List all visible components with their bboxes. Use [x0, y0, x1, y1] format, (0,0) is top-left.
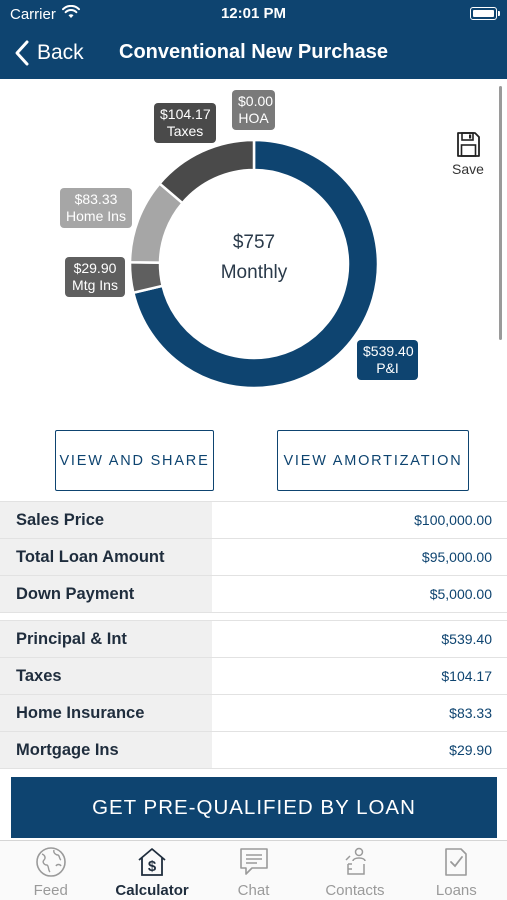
tab-label: Loans: [435, 882, 477, 899]
row-label: Sales Price: [0, 502, 212, 538]
wifi-icon: [62, 5, 80, 18]
row-label: Taxes: [0, 658, 212, 694]
row-label: Total Loan Amount: [0, 539, 212, 575]
get-pre-qualified-button[interactable]: GET PRE-QUALIFIED BY LOAN: [11, 777, 497, 838]
back-label: Back: [37, 41, 84, 64]
chevron-left-icon: [15, 40, 29, 66]
tab-label: Calculator: [115, 882, 189, 899]
tab-label: Chat: [237, 882, 270, 899]
save-label: Save: [452, 161, 484, 177]
page-title: Conventional New Purchase: [119, 41, 388, 63]
donut-slice-pi: [131, 138, 380, 390]
status-bar: Carrier 12:01 PM: [0, 0, 507, 28]
save-button[interactable]: Save: [450, 131, 486, 177]
tab-contacts[interactable]: Contacts: [304, 841, 405, 900]
top-bar: Carrier 12:01 PM Back Conventional New P…: [0, 0, 507, 79]
svg-text:$: $: [148, 858, 157, 875]
table-row: Home Insurance $83.33: [0, 695, 507, 732]
carrier-label: Carrier: [10, 6, 56, 23]
slice-label-taxes: $104.17 Taxes: [154, 103, 216, 143]
tab-label: Feed: [33, 882, 68, 899]
donut-slice-taxes: [157, 138, 256, 205]
slice-label-hoa: $0.00 HOA: [232, 90, 275, 130]
tab-bar: Feed $ Calculator Chat Contacts Loans: [0, 840, 507, 900]
chat-icon: [239, 848, 268, 875]
row-value: $83.33: [449, 705, 492, 721]
row-value: $5,000.00: [429, 586, 492, 602]
floppy-disk-icon: [456, 132, 480, 157]
mtg-ins-label: Mtg Ins: [72, 277, 118, 293]
tab-label: Contacts: [325, 882, 385, 899]
clock: 12:01 PM: [220, 5, 287, 22]
table-row: Total Loan Amount $95,000.00: [0, 539, 507, 576]
table-row: Principal & Int $539.40: [0, 621, 507, 658]
monthly-total: $757: [232, 232, 276, 253]
tab-chat[interactable]: Chat: [203, 841, 304, 900]
payment-breakdown-table: Principal & Int $539.40 Taxes $104.17 Ho…: [0, 620, 507, 769]
taxes-label: Taxes: [166, 123, 204, 139]
slice-label-mtg-ins: $29.90 Mtg Ins: [65, 257, 125, 297]
donut-chart: [128, 138, 380, 390]
mtg-ins-amount: $29.90: [73, 260, 117, 276]
row-value: $100,000.00: [414, 512, 492, 528]
view-and-share-button[interactable]: VIEW AND SHARE: [55, 430, 214, 491]
house-dollar-icon: $: [138, 848, 166, 876]
tab-calculator[interactable]: $ Calculator: [101, 841, 202, 900]
hoa-label: HOA: [238, 110, 269, 126]
hoa-amount: $0.00: [238, 93, 274, 109]
donut-slices: [128, 138, 380, 390]
row-value: $539.40: [441, 631, 492, 647]
table-row: Mortgage Ins $29.90: [0, 732, 507, 769]
battery-icon: [470, 7, 500, 20]
nav-bar: Back Conventional New Purchase: [0, 30, 507, 75]
tab-loans[interactable]: Loans: [406, 841, 507, 900]
table-row: Taxes $104.17: [0, 658, 507, 695]
row-label: Down Payment: [0, 576, 212, 612]
tab-feed[interactable]: Feed: [0, 841, 101, 900]
taxes-amount: $104.17: [160, 106, 211, 122]
row-value: $95,000.00: [421, 549, 492, 565]
document-check-icon: [445, 848, 468, 876]
payment-chart: $757 Monthly $539.40 P&I $104.17 Taxes $…: [0, 79, 507, 419]
pi-amount: $539.40: [363, 343, 414, 359]
monthly-label: Monthly: [220, 262, 288, 283]
globe-icon: [35, 847, 66, 877]
view-amortization-button[interactable]: VIEW AMORTIZATION: [277, 430, 469, 491]
home-ins-label: Home Ins: [66, 208, 126, 224]
row-value: $104.17: [441, 668, 492, 684]
row-label: Principal & Int: [0, 621, 212, 657]
slice-label-home-ins: $83.33 Home Ins: [60, 188, 132, 228]
row-label: Home Insurance: [0, 695, 212, 731]
contacts-icon: [345, 847, 366, 875]
slice-label-pi: $539.40 P&I: [357, 340, 418, 380]
scroll-indicator[interactable]: [499, 86, 502, 340]
home-ins-amount: $83.33: [74, 191, 118, 207]
table-row: Sales Price $100,000.00: [0, 502, 507, 539]
row-label: Mortgage Ins: [0, 732, 212, 768]
row-value: $29.90: [449, 742, 492, 758]
back-button[interactable]: Back: [12, 38, 84, 68]
pi-label: P&I: [376, 360, 399, 376]
loan-summary-table: Sales Price $100,000.00 Total Loan Amoun…: [0, 501, 507, 613]
table-row: Down Payment $5,000.00: [0, 576, 507, 613]
